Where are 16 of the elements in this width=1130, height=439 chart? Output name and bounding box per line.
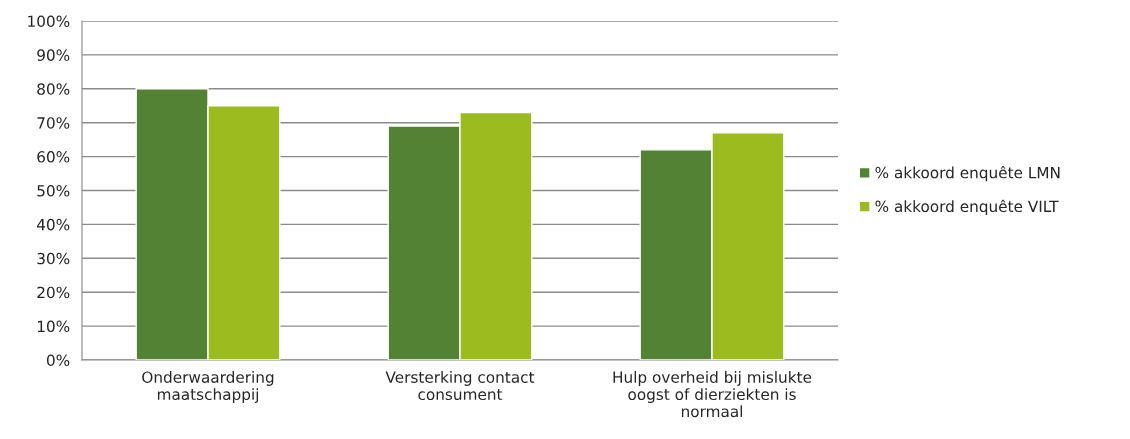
x-tick-label: Versterking contact consument <box>385 371 535 401</box>
y-tick-label: 50% <box>37 184 70 197</box>
y-tick-label: 0% <box>46 354 70 367</box>
y-tick-label: 30% <box>37 252 70 265</box>
y-tick-label: 80% <box>37 83 70 95</box>
y-tick-label: 40% <box>36 218 70 231</box>
x-tick-label: Onderwaardering maatschappij <box>142 371 274 403</box>
legend-label: % akkoord enquête LMN <box>875 165 1060 182</box>
y-tick-label: 70% <box>37 117 70 129</box>
y-tick-label: 100% <box>28 15 70 28</box>
legend-label: % akkoord enquête VILT <box>875 199 1059 216</box>
y-tick-label: 20% <box>37 286 70 299</box>
y-tick-label: 60% <box>37 151 70 163</box>
x-tick-label: Hulp overheid bij mislukte oogst of dierziekten is normaal <box>613 371 812 418</box>
y-tick-label: 90% <box>37 49 70 61</box>
y-tick-label: 10% <box>37 320 70 333</box>
